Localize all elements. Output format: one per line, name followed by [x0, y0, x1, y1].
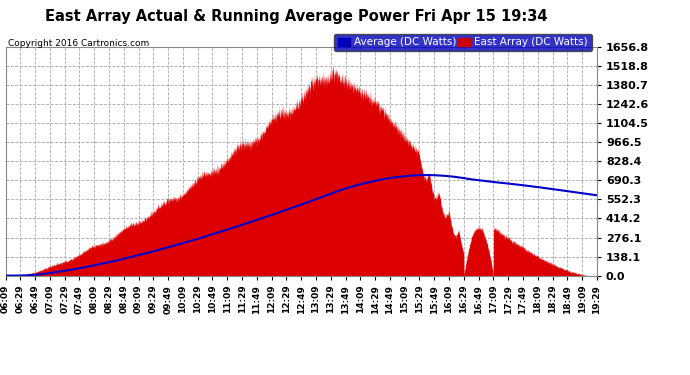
- Text: Copyright 2016 Cartronics.com: Copyright 2016 Cartronics.com: [8, 39, 150, 48]
- Text: East Array Actual & Running Average Power Fri Apr 15 19:34: East Array Actual & Running Average Powe…: [46, 9, 548, 24]
- Legend: Average (DC Watts), East Array (DC Watts): Average (DC Watts), East Array (DC Watts…: [334, 34, 591, 51]
